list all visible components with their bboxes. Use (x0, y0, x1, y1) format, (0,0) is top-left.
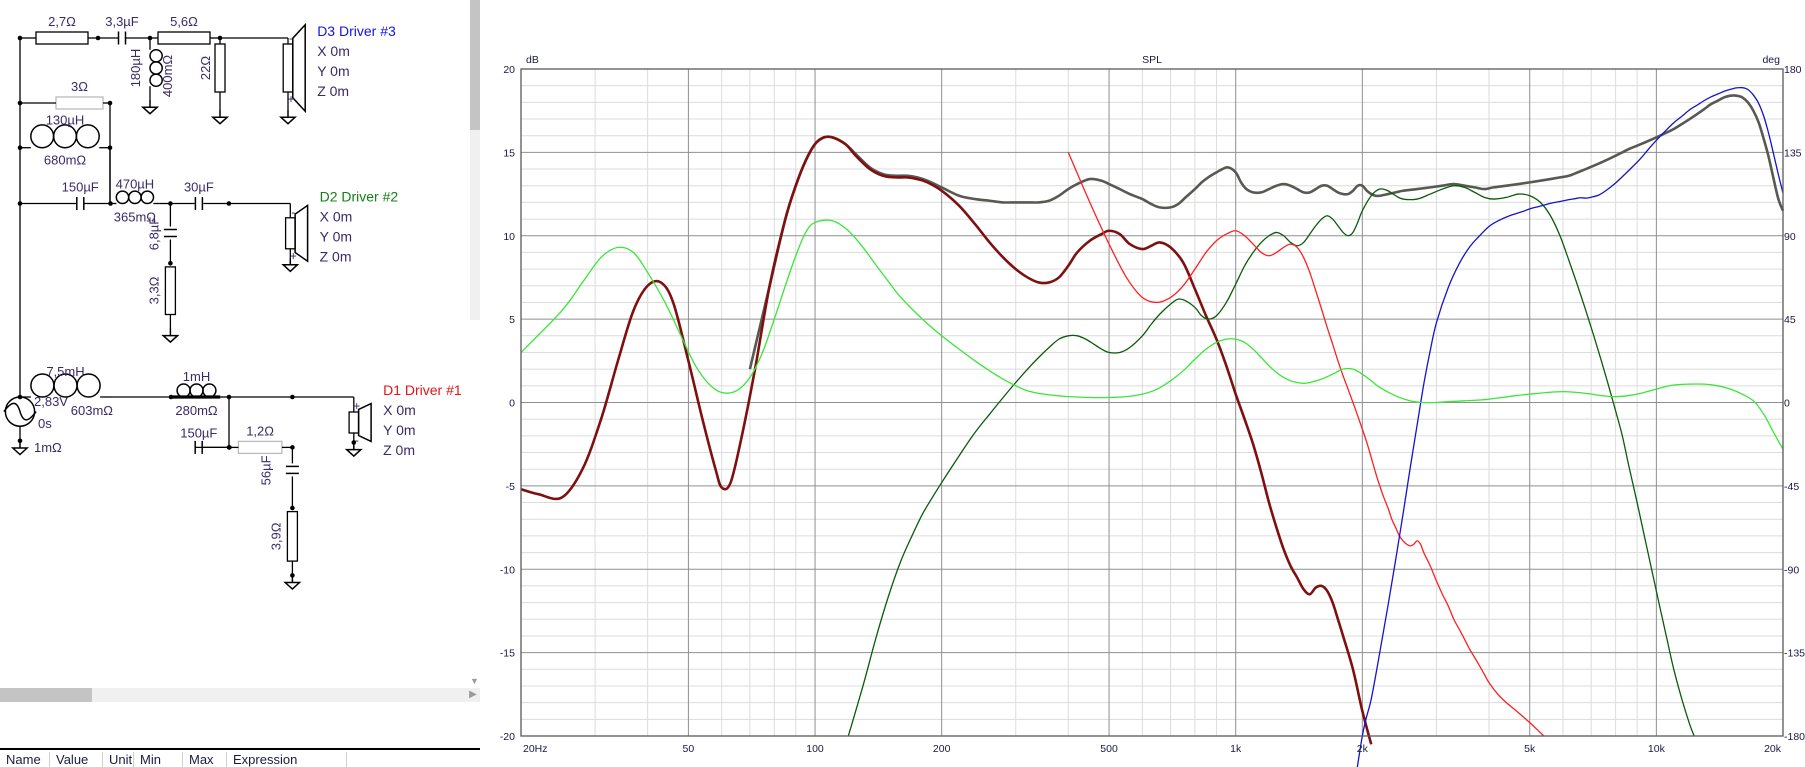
svg-text:Z 0m: Z 0m (317, 83, 349, 99)
svg-text:-180: -180 (1784, 731, 1805, 743)
svg-text:30µF: 30µF (184, 180, 214, 195)
svg-text:X 0m: X 0m (320, 209, 353, 225)
svg-text:-20: -20 (500, 731, 515, 743)
svg-text:-90: -90 (1784, 564, 1799, 576)
svg-text:2k: 2k (1357, 743, 1369, 755)
svg-text:6,8µF: 6,8µF (146, 217, 161, 251)
svg-text:+: + (353, 399, 360, 413)
svg-text:3,9Ω: 3,9Ω (268, 522, 283, 550)
svg-text:150µF: 150µF (180, 425, 217, 440)
svg-text:D3 Driver #3: D3 Driver #3 (317, 23, 396, 39)
svg-text:Y 0m: Y 0m (383, 422, 415, 438)
svg-text:0s: 0s (38, 416, 52, 431)
svg-text:-10: -10 (500, 564, 515, 576)
svg-text:-135: -135 (1784, 648, 1805, 660)
svg-text:130µH: 130µH (46, 113, 85, 128)
svg-text:470µH: 470µH (116, 177, 155, 192)
svg-text:56µF: 56µF (258, 455, 273, 485)
svg-text:5,6Ω: 5,6Ω (170, 14, 198, 29)
svg-text:15: 15 (503, 147, 515, 159)
svg-text:SPL: SPL (1142, 54, 1162, 66)
svg-text:-: - (289, 31, 293, 45)
svg-text:dB: dB (526, 54, 539, 66)
svg-text:deg: deg (1762, 54, 1780, 66)
svg-text:90: 90 (1784, 231, 1796, 243)
svg-text:500: 500 (1100, 743, 1118, 755)
svg-text:1,2Ω: 1,2Ω (246, 423, 274, 438)
svg-text:1mΩ: 1mΩ (34, 440, 62, 455)
svg-text:X 0m: X 0m (317, 43, 350, 59)
svg-text:2,7Ω: 2,7Ω (48, 14, 76, 29)
svg-text:603mΩ: 603mΩ (71, 403, 114, 418)
svg-text:5: 5 (509, 314, 515, 326)
svg-text:100: 100 (806, 743, 824, 755)
svg-text:180µH: 180µH (128, 49, 143, 88)
svg-text:0: 0 (1784, 398, 1790, 410)
svg-text:5k: 5k (1524, 743, 1536, 755)
svg-text:X 0m: X 0m (383, 402, 416, 418)
svg-text:7,5mH: 7,5mH (46, 364, 84, 379)
svg-text:Y 0m: Y 0m (317, 63, 349, 79)
svg-text:3,3Ω: 3,3Ω (146, 276, 161, 304)
svg-text:20Hz: 20Hz (523, 743, 548, 755)
svg-text:-5: -5 (506, 481, 515, 493)
svg-text:-15: -15 (500, 648, 515, 660)
svg-text:20: 20 (503, 64, 515, 76)
svg-text:10k: 10k (1648, 743, 1666, 755)
svg-text:680mΩ: 680mΩ (44, 153, 87, 168)
svg-text:3Ω: 3Ω (71, 79, 88, 94)
svg-text:D2 Driver #2: D2 Driver #2 (320, 189, 399, 205)
svg-text:50: 50 (683, 743, 695, 755)
svg-text:-: - (355, 433, 359, 447)
svg-text:1k: 1k (1230, 743, 1242, 755)
svg-text:135: 135 (1784, 147, 1802, 159)
svg-text:280mΩ: 280mΩ (175, 403, 218, 418)
svg-text:-: - (291, 205, 295, 219)
svg-text:1mH: 1mH (183, 369, 210, 384)
svg-text:Z 0m: Z 0m (320, 249, 352, 265)
svg-text:0: 0 (509, 398, 515, 410)
svg-text:150µF: 150µF (62, 180, 99, 195)
svg-text:20k: 20k (1764, 743, 1782, 755)
svg-text:200: 200 (933, 743, 951, 755)
svg-text:180: 180 (1784, 64, 1802, 76)
svg-text:10: 10 (503, 231, 515, 243)
svg-text:22Ω: 22Ω (198, 56, 213, 80)
svg-text:400mΩ: 400mΩ (160, 55, 175, 98)
svg-text:Y 0m: Y 0m (320, 229, 352, 245)
svg-text:D1 Driver #1: D1 Driver #1 (383, 382, 462, 398)
svg-text:Z 0m: Z 0m (383, 442, 415, 458)
svg-text:3,3µF: 3,3µF (105, 14, 139, 29)
svg-text:-45: -45 (1784, 481, 1799, 493)
svg-text:45: 45 (1784, 314, 1796, 326)
